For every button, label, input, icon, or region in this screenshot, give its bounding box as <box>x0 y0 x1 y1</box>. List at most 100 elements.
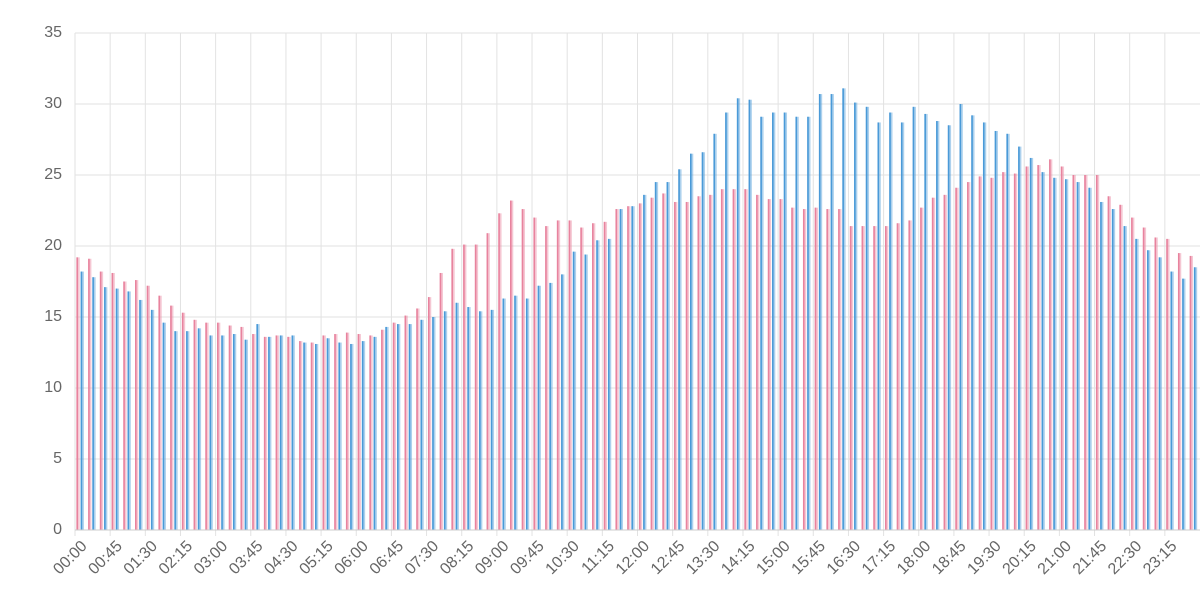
bar-edge <box>385 326 387 530</box>
bar <box>209 335 213 530</box>
bar <box>1193 267 1198 530</box>
bar-edge <box>1189 255 1192 530</box>
bar <box>217 322 221 530</box>
bar-edge <box>572 251 575 530</box>
bar-body <box>146 285 150 530</box>
bar-body <box>1100 201 1104 531</box>
bar-body <box>572 251 577 530</box>
bar <box>772 112 776 531</box>
bar-body <box>1013 173 1018 530</box>
bar-edge <box>709 194 711 530</box>
bar-edge <box>240 326 243 530</box>
bar <box>432 317 436 530</box>
bar-edge <box>186 331 188 530</box>
y-tick-label: 10 <box>44 379 62 396</box>
bar-edge <box>1060 166 1063 531</box>
bar <box>920 207 924 530</box>
bar-body <box>1182 278 1186 530</box>
bar-edge <box>955 187 957 530</box>
bar-edge <box>545 226 547 530</box>
bar <box>830 94 834 530</box>
bar-edge <box>818 94 821 530</box>
bar-body <box>865 106 870 530</box>
bar-edge <box>732 189 735 530</box>
bar-edge <box>697 196 700 531</box>
bar <box>725 112 729 531</box>
bar-edge <box>1084 175 1086 530</box>
bar-body <box>849 226 854 530</box>
bar-body <box>802 209 807 530</box>
bar <box>802 209 807 530</box>
bar-body <box>826 209 830 530</box>
bar-body <box>1123 226 1127 530</box>
bar <box>345 332 350 530</box>
bar-edge <box>123 281 125 530</box>
bar-body <box>936 121 940 530</box>
bar-body <box>486 233 490 530</box>
bar-body <box>1158 257 1163 530</box>
bar <box>861 226 865 530</box>
bar <box>439 272 443 530</box>
bar <box>1154 237 1158 531</box>
bar-edge <box>549 282 551 530</box>
bar-body <box>990 177 994 530</box>
bar <box>1025 166 1029 531</box>
bar-edge <box>802 209 805 530</box>
bar-edge <box>408 324 411 530</box>
bar-edge <box>443 311 446 530</box>
bar-body <box>545 226 549 530</box>
bar <box>697 196 701 531</box>
bar-body <box>654 182 659 530</box>
bar <box>1076 182 1080 530</box>
bar-edge <box>490 309 493 530</box>
bar <box>807 116 811 530</box>
bar <box>978 176 983 531</box>
bar-body <box>1053 177 1057 530</box>
bar <box>603 221 608 531</box>
bar <box>279 335 284 530</box>
bar-edge <box>510 200 512 530</box>
bar <box>744 189 748 530</box>
bar <box>662 193 666 530</box>
x-tick-label: 07:30 <box>402 538 442 578</box>
bar <box>1049 159 1053 530</box>
bar <box>1041 172 1045 530</box>
bar-body <box>338 342 342 530</box>
bar-edge <box>1049 159 1051 530</box>
bar <box>299 341 303 530</box>
bar-edge <box>877 122 880 531</box>
bar-body <box>697 196 701 531</box>
bar-body <box>345 332 350 530</box>
bar-body <box>584 254 588 530</box>
bar-edge <box>174 331 176 530</box>
bar-edge <box>994 130 997 531</box>
bar-edge <box>1131 217 1133 530</box>
bar-edge <box>1037 165 1039 530</box>
bar <box>814 207 818 530</box>
bar-body <box>326 338 330 530</box>
bar-edge <box>427 297 430 530</box>
bar <box>455 302 459 530</box>
bar-edge <box>1158 257 1161 530</box>
bar <box>135 280 139 530</box>
bar-edge <box>865 106 868 530</box>
x-tick-label: 06:00 <box>332 538 372 578</box>
bar <box>252 334 256 530</box>
bar-edge <box>1072 175 1075 530</box>
bar-body <box>690 153 694 530</box>
bar-edge <box>263 336 266 530</box>
bar-edge <box>931 197 934 530</box>
bar <box>756 194 760 530</box>
bar <box>287 336 291 530</box>
bar-body <box>287 336 291 530</box>
bar <box>854 102 858 530</box>
bar-edge <box>627 206 629 531</box>
bar-edge <box>275 335 278 530</box>
bar-edge <box>748 99 751 531</box>
x-tick-label: 00:00 <box>50 538 90 578</box>
bar <box>322 335 326 530</box>
bar-body <box>369 335 373 530</box>
bar-body <box>299 341 303 530</box>
bar-edge <box>521 209 524 530</box>
bar-body <box>158 295 162 530</box>
